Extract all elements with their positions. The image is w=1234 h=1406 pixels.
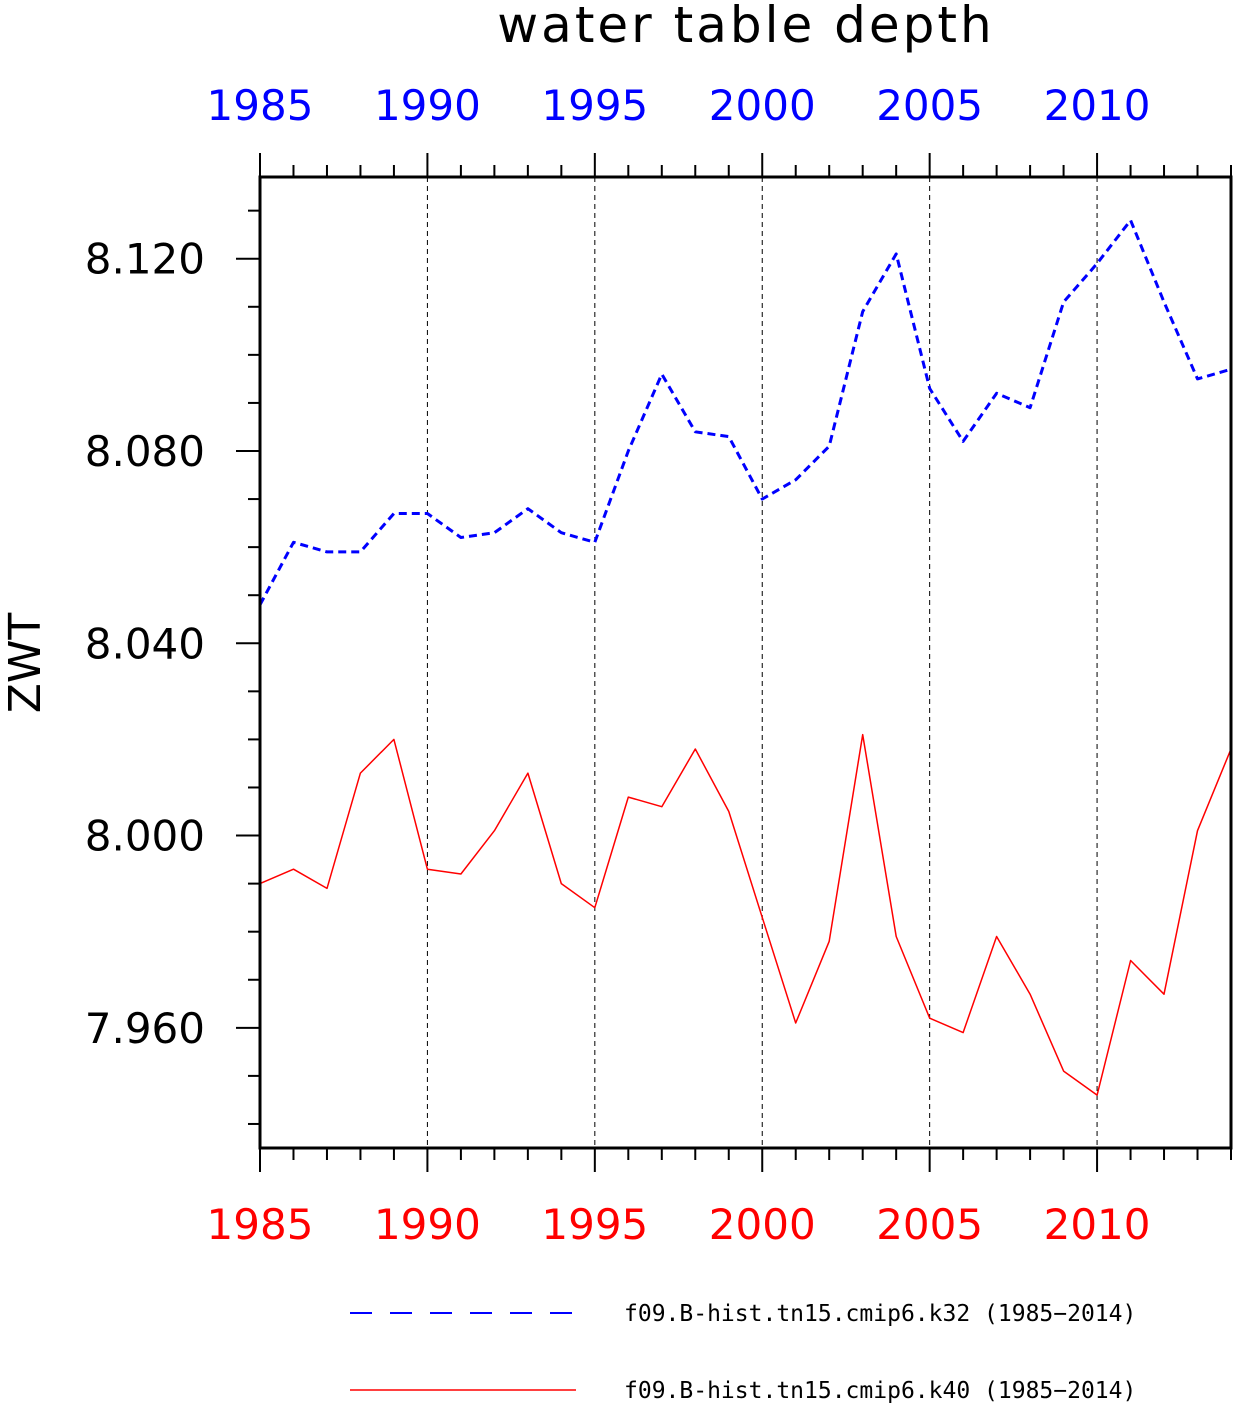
x-tick-label-bottom: 2000 [709,1200,816,1249]
y-tick-label: 7.960 [85,1004,205,1053]
tick-labels: 1985 1985 1990 1990 1995 1995 2000 2000 2005 2005… [85,81,1151,1249]
x-tick-label-top: 1990 [374,81,481,130]
x-tick-label-top: 2005 [876,81,983,130]
legend-label-1: f09.B-hist.tn15.cmip6.k32 (1985−2014) [624,1301,1136,1327]
legend-label-2: f09.B-hist.tn15.cmip6.k40 (1985−2014) [624,1378,1136,1404]
y-tick-label: 8.120 [85,235,205,284]
x-tick-label-top: 1995 [541,81,648,130]
series-line-2 [259,733,1232,1096]
x-tick-label-bottom: 1995 [541,1200,648,1249]
y-tick-label: 8.000 [85,812,205,861]
axis-ticks [236,153,1232,1172]
x-tick-label-bottom: 2010 [1044,1200,1151,1249]
y-tick-label: 8.040 [85,619,205,668]
x-tick-label-top: 1985 [207,81,314,130]
x-tick-label-bottom: 1985 [207,1200,314,1249]
series-group [258,218,1232,1096]
x-grid-lines [426,177,1098,1148]
x-tick-label-top: 2000 [709,81,816,130]
y-axis-label: ZWT [0,613,51,714]
x-tick-label-bottom: 2005 [876,1200,983,1249]
legend: f09.B-hist.tn15.cmip6.k32 (1985−2014) f09… [350,1301,1136,1404]
y-tick-label: 8.080 [85,427,205,476]
series-line-1 [258,218,1232,606]
x-tick-label-bottom: 1990 [374,1200,481,1249]
x-tick-label-top: 2010 [1044,81,1151,130]
plot-frame [258,175,1233,1150]
chart-title: water table depth [497,0,994,54]
